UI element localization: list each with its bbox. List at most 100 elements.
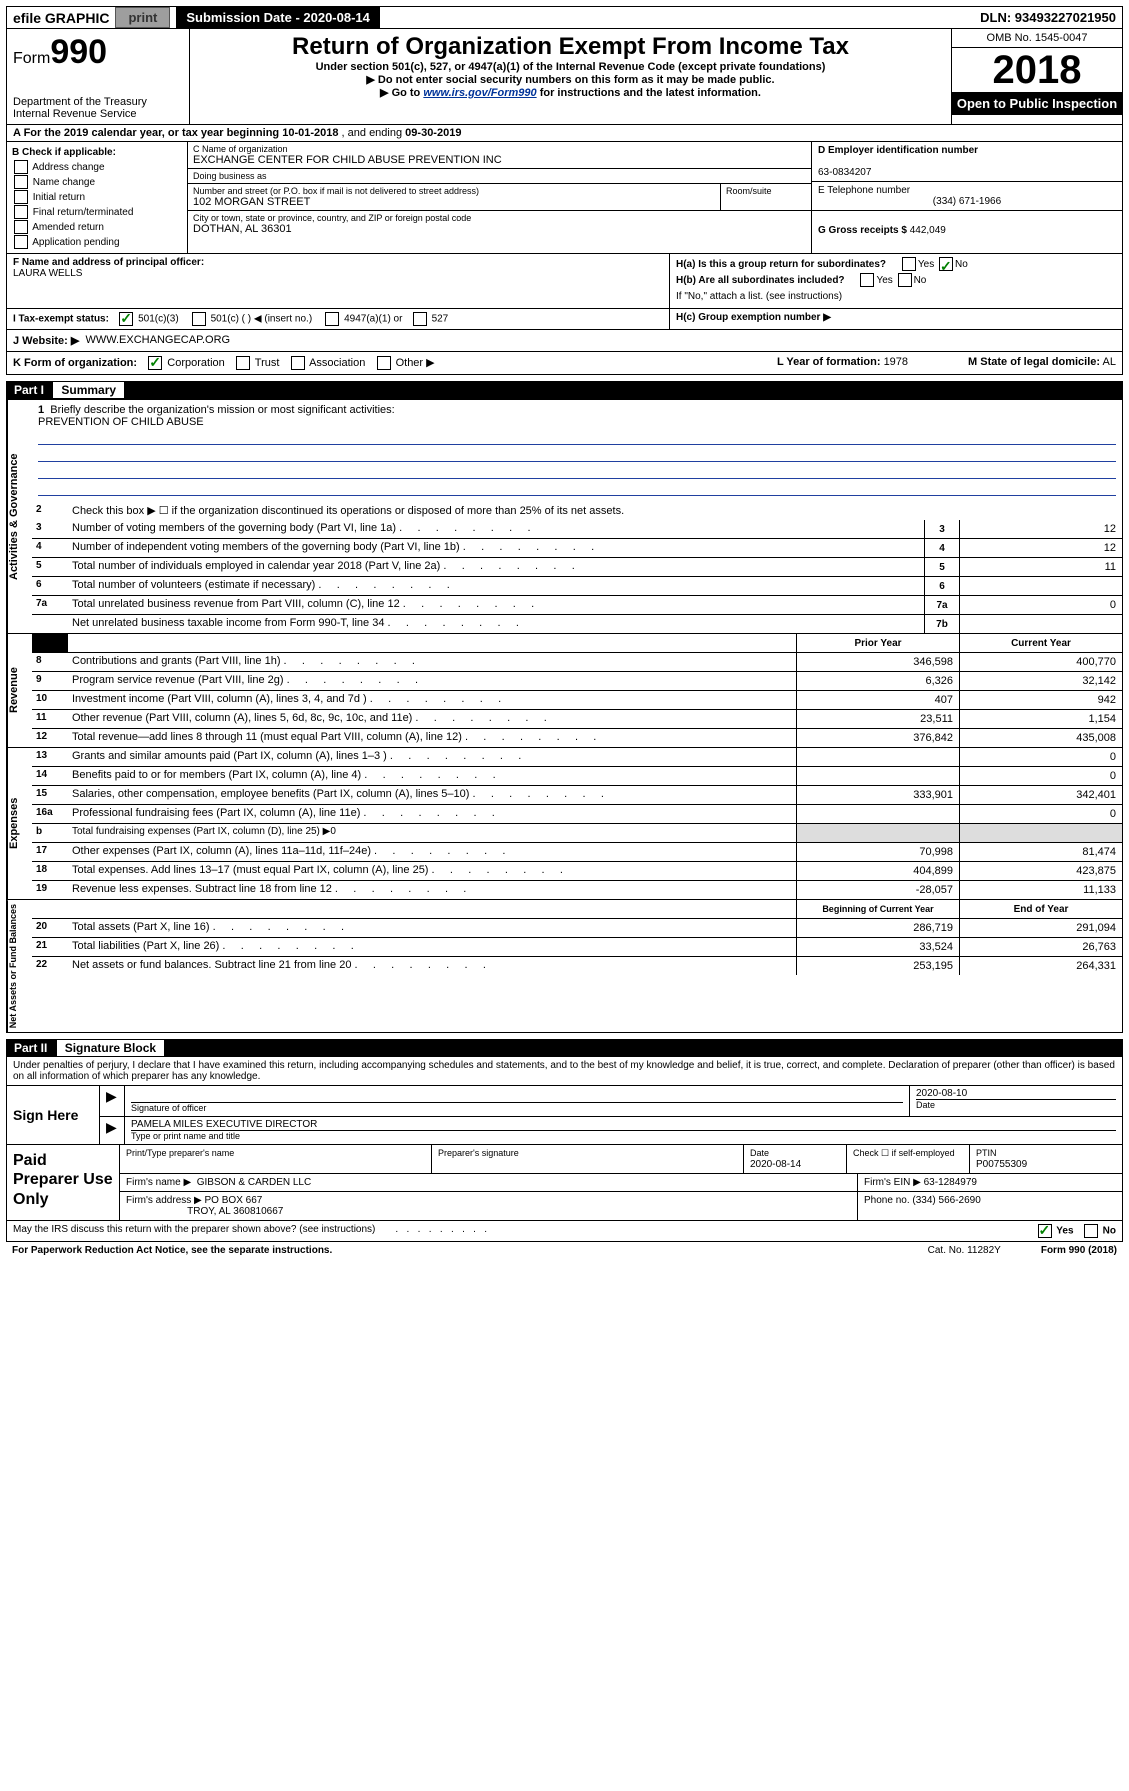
yes-3: Yes — [1056, 1226, 1073, 1237]
side-gov: Activities & Governance — [7, 400, 32, 633]
chk-final[interactable] — [14, 205, 28, 219]
b-item-3: Final return/terminated — [33, 207, 134, 218]
chk-initial[interactable] — [14, 190, 28, 204]
b-item-5: Application pending — [32, 237, 119, 248]
discuss-no[interactable] — [1084, 1224, 1098, 1238]
h-b-yes[interactable] — [860, 273, 874, 287]
col-de: D Employer identification number 63-0834… — [811, 142, 1122, 253]
side-exp: Expenses — [7, 748, 32, 899]
hdr-prior: Prior Year — [796, 634, 959, 652]
irs-link[interactable]: www.irs.gov/Form990 — [423, 87, 536, 99]
i-opt2: 501(c) ( ) ◀ (insert no.) — [211, 314, 313, 325]
rev-line: 10 Investment income (Part VIII, column … — [32, 691, 1122, 710]
k-assoc[interactable] — [291, 356, 305, 370]
form-title: Return of Organization Exempt From Incom… — [196, 33, 945, 61]
firm-name-label: Firm's name ▶ — [126, 1177, 191, 1188]
k-corp-lbl: Corporation — [167, 357, 224, 369]
row-fh: F Name and address of principal officer:… — [6, 254, 1123, 309]
h-b: H(b) Are all subordinates included? — [676, 275, 845, 286]
b-item-2: Initial return — [33, 192, 85, 203]
footer: For Paperwork Reduction Act Notice, see … — [6, 1242, 1123, 1259]
i-501c[interactable] — [192, 312, 206, 326]
gov-section: Activities & Governance 1 Briefly descri… — [6, 399, 1123, 634]
efile-label: efile GRAPHIC — [7, 8, 115, 28]
exp-line: 13 Grants and similar amounts paid (Part… — [32, 748, 1122, 767]
k-other[interactable] — [377, 356, 391, 370]
discuss-text: May the IRS discuss this return with the… — [13, 1224, 375, 1238]
form-header: Form990 Department of the Treasury Inter… — [6, 29, 1123, 125]
row-i: I Tax-exempt status: 501(c)(3) 501(c) ( … — [6, 309, 1123, 330]
net-section: Net Assets or Fund Balances Beginning of… — [6, 900, 1123, 1033]
line-a-pre: A For the 2019 calendar year, or tax yea… — [13, 127, 282, 139]
mission-line — [38, 430, 1116, 445]
k-corp[interactable] — [148, 356, 162, 370]
h-c: H(c) Group exemption number ▶ — [676, 312, 831, 323]
h-a-yes[interactable] — [902, 257, 916, 271]
discuss-row: May the IRS discuss this return with the… — [6, 1221, 1123, 1242]
k-assoc-lbl: Association — [309, 357, 365, 369]
open-public-badge: Open to Public Inspection — [952, 92, 1122, 115]
i-opt1: 501(c)(3) — [138, 314, 179, 325]
line-a: A For the 2019 calendar year, or tax yea… — [6, 125, 1123, 142]
row-k: K Form of organization: Corporation Trus… — [6, 352, 1123, 375]
side-net: Net Assets or Fund Balances — [7, 900, 32, 1032]
m-val: AL — [1103, 356, 1116, 368]
chk-name[interactable] — [14, 175, 28, 189]
penalties-text: Under penalties of perjury, I declare th… — [7, 1057, 1122, 1085]
omb-number: OMB No. 1545-0047 — [952, 29, 1122, 48]
i-501c3[interactable] — [119, 312, 133, 326]
l-val: 1978 — [884, 356, 908, 368]
net-line: 20 Total assets (Part X, line 16) 286,71… — [32, 919, 1122, 938]
h-a: H(a) Is this a group return for subordin… — [676, 259, 886, 270]
i-527[interactable] — [413, 312, 427, 326]
exp-line: b Total fundraising expenses (Part IX, c… — [32, 824, 1122, 843]
i-4947[interactable] — [325, 312, 339, 326]
tax-year: 2018 — [952, 48, 1122, 92]
hdr-end: End of Year — [959, 900, 1122, 918]
h-a-no[interactable] — [939, 257, 953, 271]
prep-date: 2020-08-14 — [750, 1159, 801, 1170]
line2: Check this box ▶ ☐ if the organization d… — [68, 502, 1122, 520]
k-trust[interactable] — [236, 356, 250, 370]
subtitle-2: ▶ Do not enter social security numbers o… — [196, 73, 945, 86]
h-b-no[interactable] — [898, 273, 912, 287]
j-url: WWW.EXCHANGECAP.ORG — [85, 334, 230, 347]
rev-line: 11 Other revenue (Part VIII, column (A),… — [32, 710, 1122, 729]
form-number: 990 — [50, 33, 107, 71]
col-b: B Check if applicable: Address change Na… — [7, 142, 188, 253]
mission-line — [38, 464, 1116, 479]
row-j: J Website: ▶ WWW.EXCHANGECAP.ORG — [6, 330, 1123, 352]
c-city: DOTHAN, AL 36301 — [193, 223, 806, 235]
l-label: L Year of formation: — [777, 356, 881, 368]
phone-label: Phone no. — [864, 1195, 910, 1206]
firm-name: GIBSON & CARDEN LLC — [197, 1177, 311, 1188]
gov-line: 7a Total unrelated business revenue from… — [32, 596, 1122, 615]
f-name: LAURA WELLS — [13, 268, 82, 279]
gov-line: 5 Total number of individuals employed i… — [32, 558, 1122, 577]
k-other-lbl: Other ▶ — [396, 357, 435, 369]
c-street: 102 MORGAN STREET — [193, 196, 715, 208]
chk-pending[interactable] — [14, 235, 28, 249]
line-a-end: 09-30-2019 — [405, 127, 461, 139]
k-trust-lbl: Trust — [255, 357, 280, 369]
g-label: G Gross receipts $ — [818, 225, 907, 236]
no-1: No — [955, 259, 968, 270]
discuss-yes[interactable] — [1038, 1224, 1052, 1238]
exp-line: 16a Professional fundraising fees (Part … — [32, 805, 1122, 824]
subtitle-3-pre: ▶ Go to — [380, 87, 423, 99]
paid-label: Paid Preparer Use Only — [7, 1145, 120, 1220]
subtitle-1: Under section 501(c), 527, or 4947(a)(1)… — [196, 61, 945, 73]
type-label: Type or print name and title — [131, 1131, 240, 1141]
form-prefix: Form — [13, 50, 50, 67]
i-opt4: 527 — [432, 314, 449, 325]
signature-block: Under penalties of perjury, I declare th… — [6, 1057, 1123, 1145]
ptin: P00755309 — [976, 1159, 1027, 1170]
gov-line: Net unrelated business taxable income fr… — [32, 615, 1122, 633]
rev-line: 9 Program service revenue (Part VIII, li… — [32, 672, 1122, 691]
hdr-current: Current Year — [959, 634, 1122, 652]
rev-line: 12 Total revenue—add lines 8 through 11 … — [32, 729, 1122, 747]
part1-num: Part I — [14, 383, 44, 397]
chk-amended[interactable] — [14, 220, 28, 234]
print-button[interactable]: print — [115, 7, 170, 28]
chk-address[interactable] — [14, 160, 28, 174]
